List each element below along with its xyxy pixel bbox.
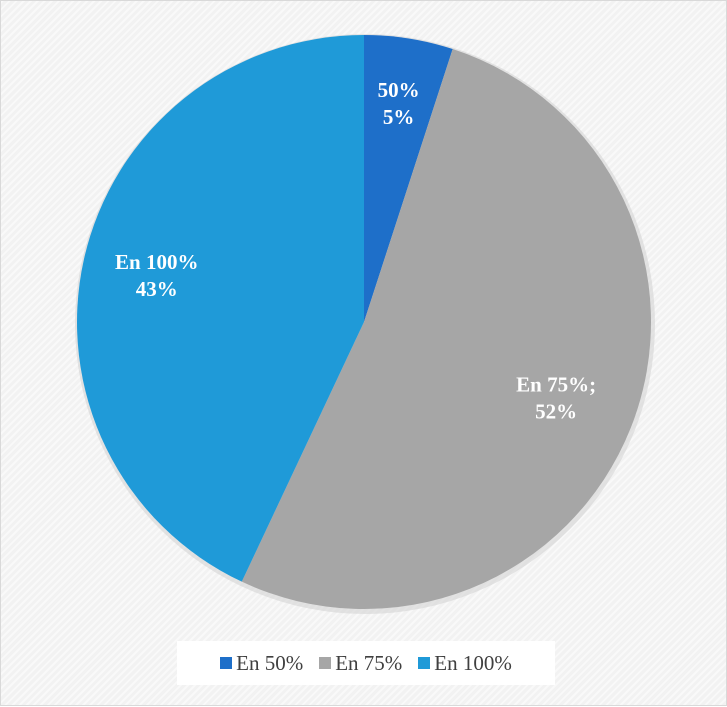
data-label-en-75: En 75%; 52%: [516, 373, 596, 424]
legend-label-en-75: En 75%: [335, 650, 403, 675]
legend-swatch-en-75: [319, 657, 332, 669]
legend: En 50% En 75% En 100%: [177, 641, 555, 685]
legend-label-en-50: En 50%: [236, 650, 304, 675]
pie-slice-en-50: [364, 35, 453, 322]
data-label-en-100: En 100% 43%: [115, 250, 198, 301]
legend-item-en-75: En 75%: [319, 651, 402, 676]
legend-item-en-100: En 100%: [418, 651, 512, 676]
legend-label-en-100: En 100%: [434, 650, 512, 675]
data-label-en-50: 50% 5%: [378, 78, 420, 129]
pie-slice-en-100: [77, 35, 365, 582]
legend-item-en-50: En 50%: [220, 651, 303, 676]
legend-swatch-en-100: [418, 657, 431, 669]
pie-slice-en-75: [241, 49, 651, 609]
legend-swatch-en-50: [220, 657, 233, 669]
